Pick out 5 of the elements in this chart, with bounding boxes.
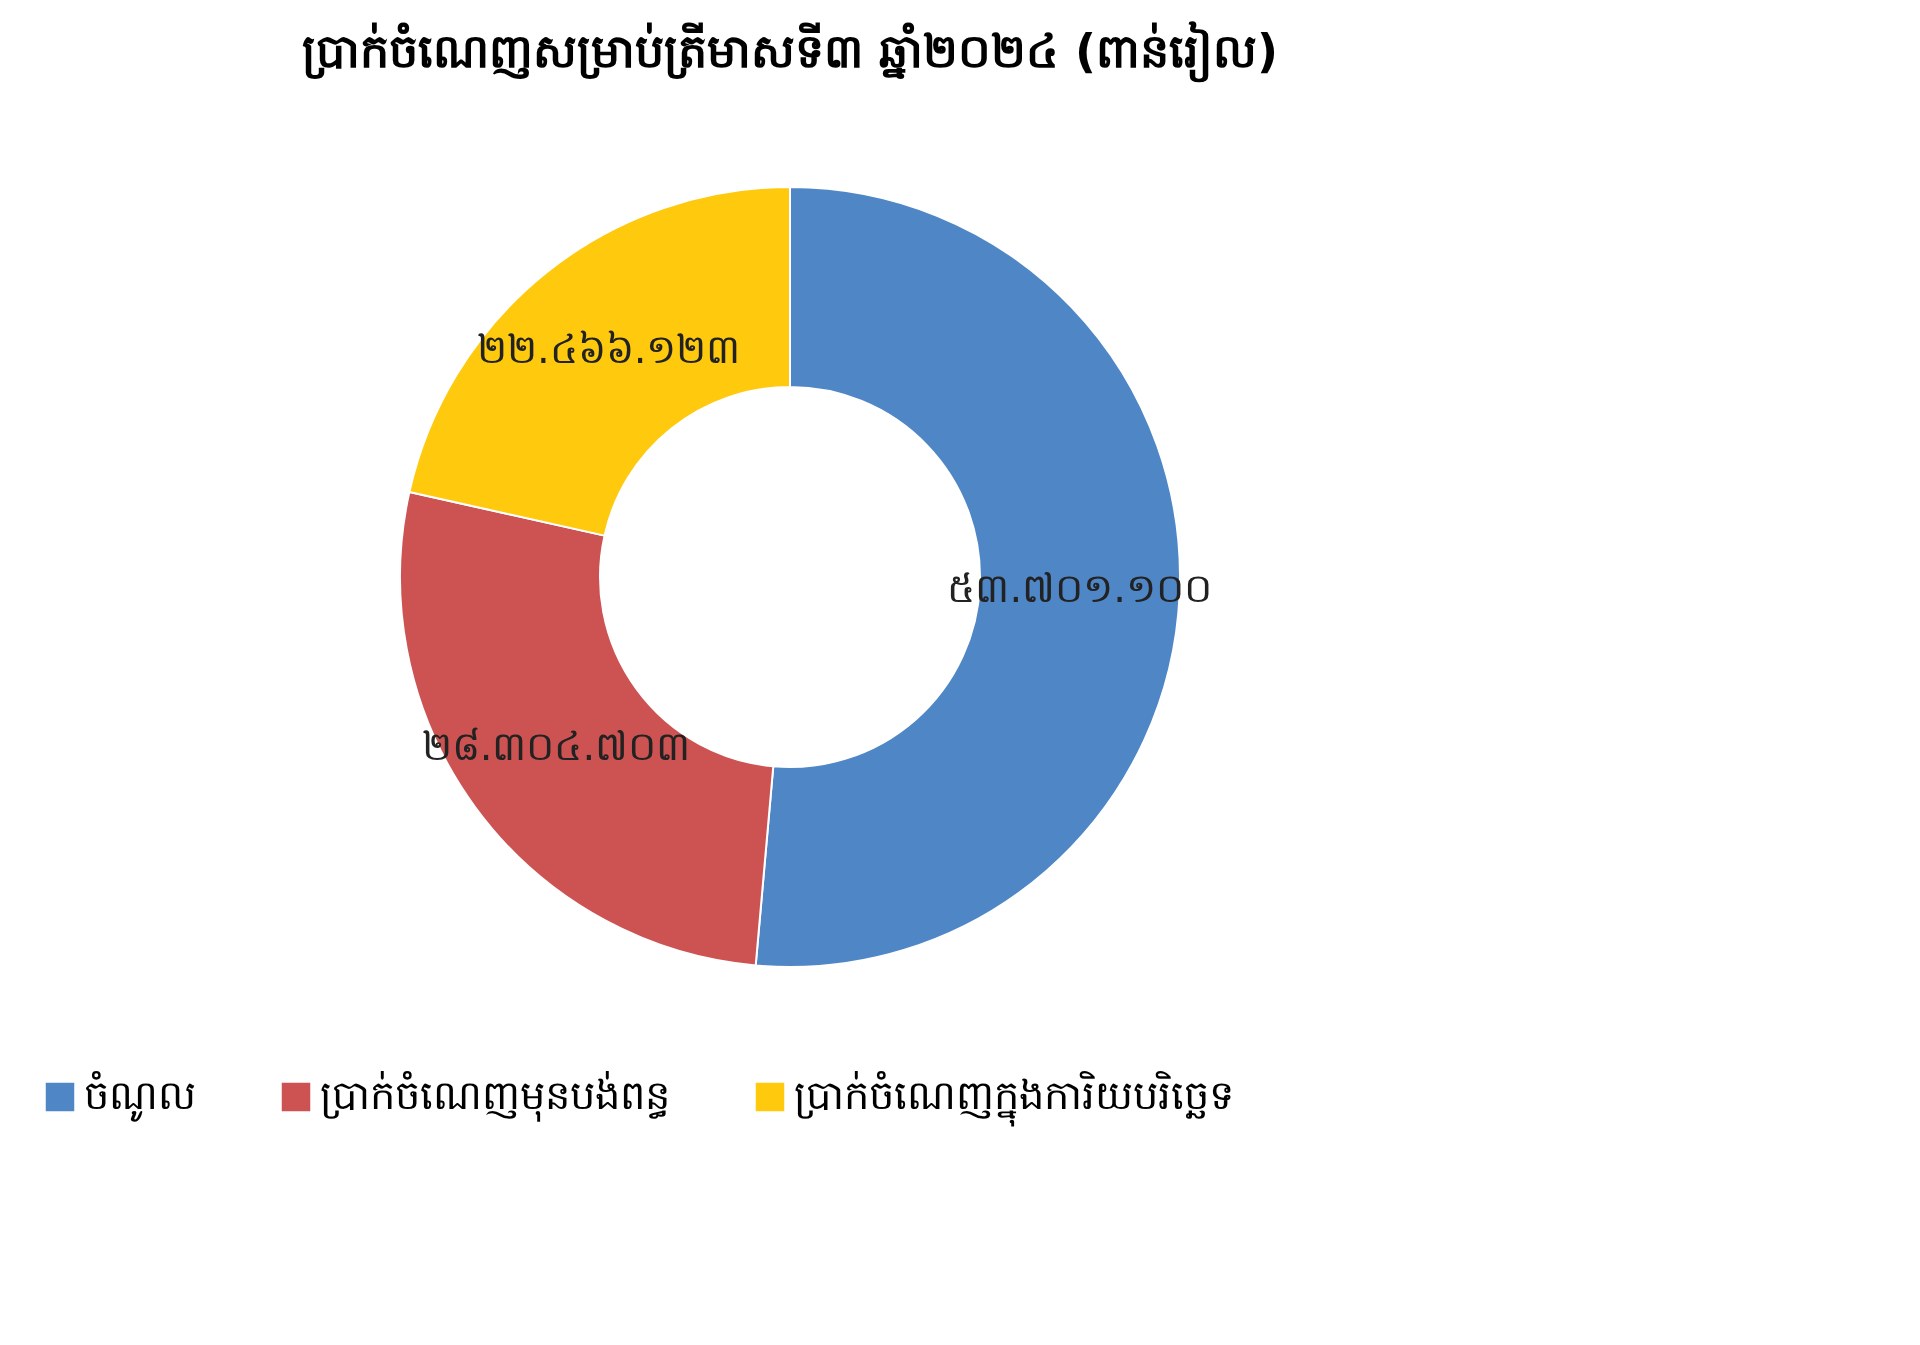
legend-label: ប្រាក់ចំណេញក្នុងការិយបរិច្ឆេទ <box>794 1070 1234 1127</box>
legend-label: ប្រាក់ចំណេញមុនបង់ពន្ធ <box>320 1070 670 1122</box>
chart-title: ប្រាក់ចំណេញសម្រាប់ត្រីមាសទី៣ ឆ្នាំ២០២៤ (ពាន់រៀល) <box>301 21 1279 83</box>
data-label: ២២.៤៦៦.១២៣ <box>476 325 741 372</box>
legend-label: ចំណូល <box>84 1070 196 1122</box>
